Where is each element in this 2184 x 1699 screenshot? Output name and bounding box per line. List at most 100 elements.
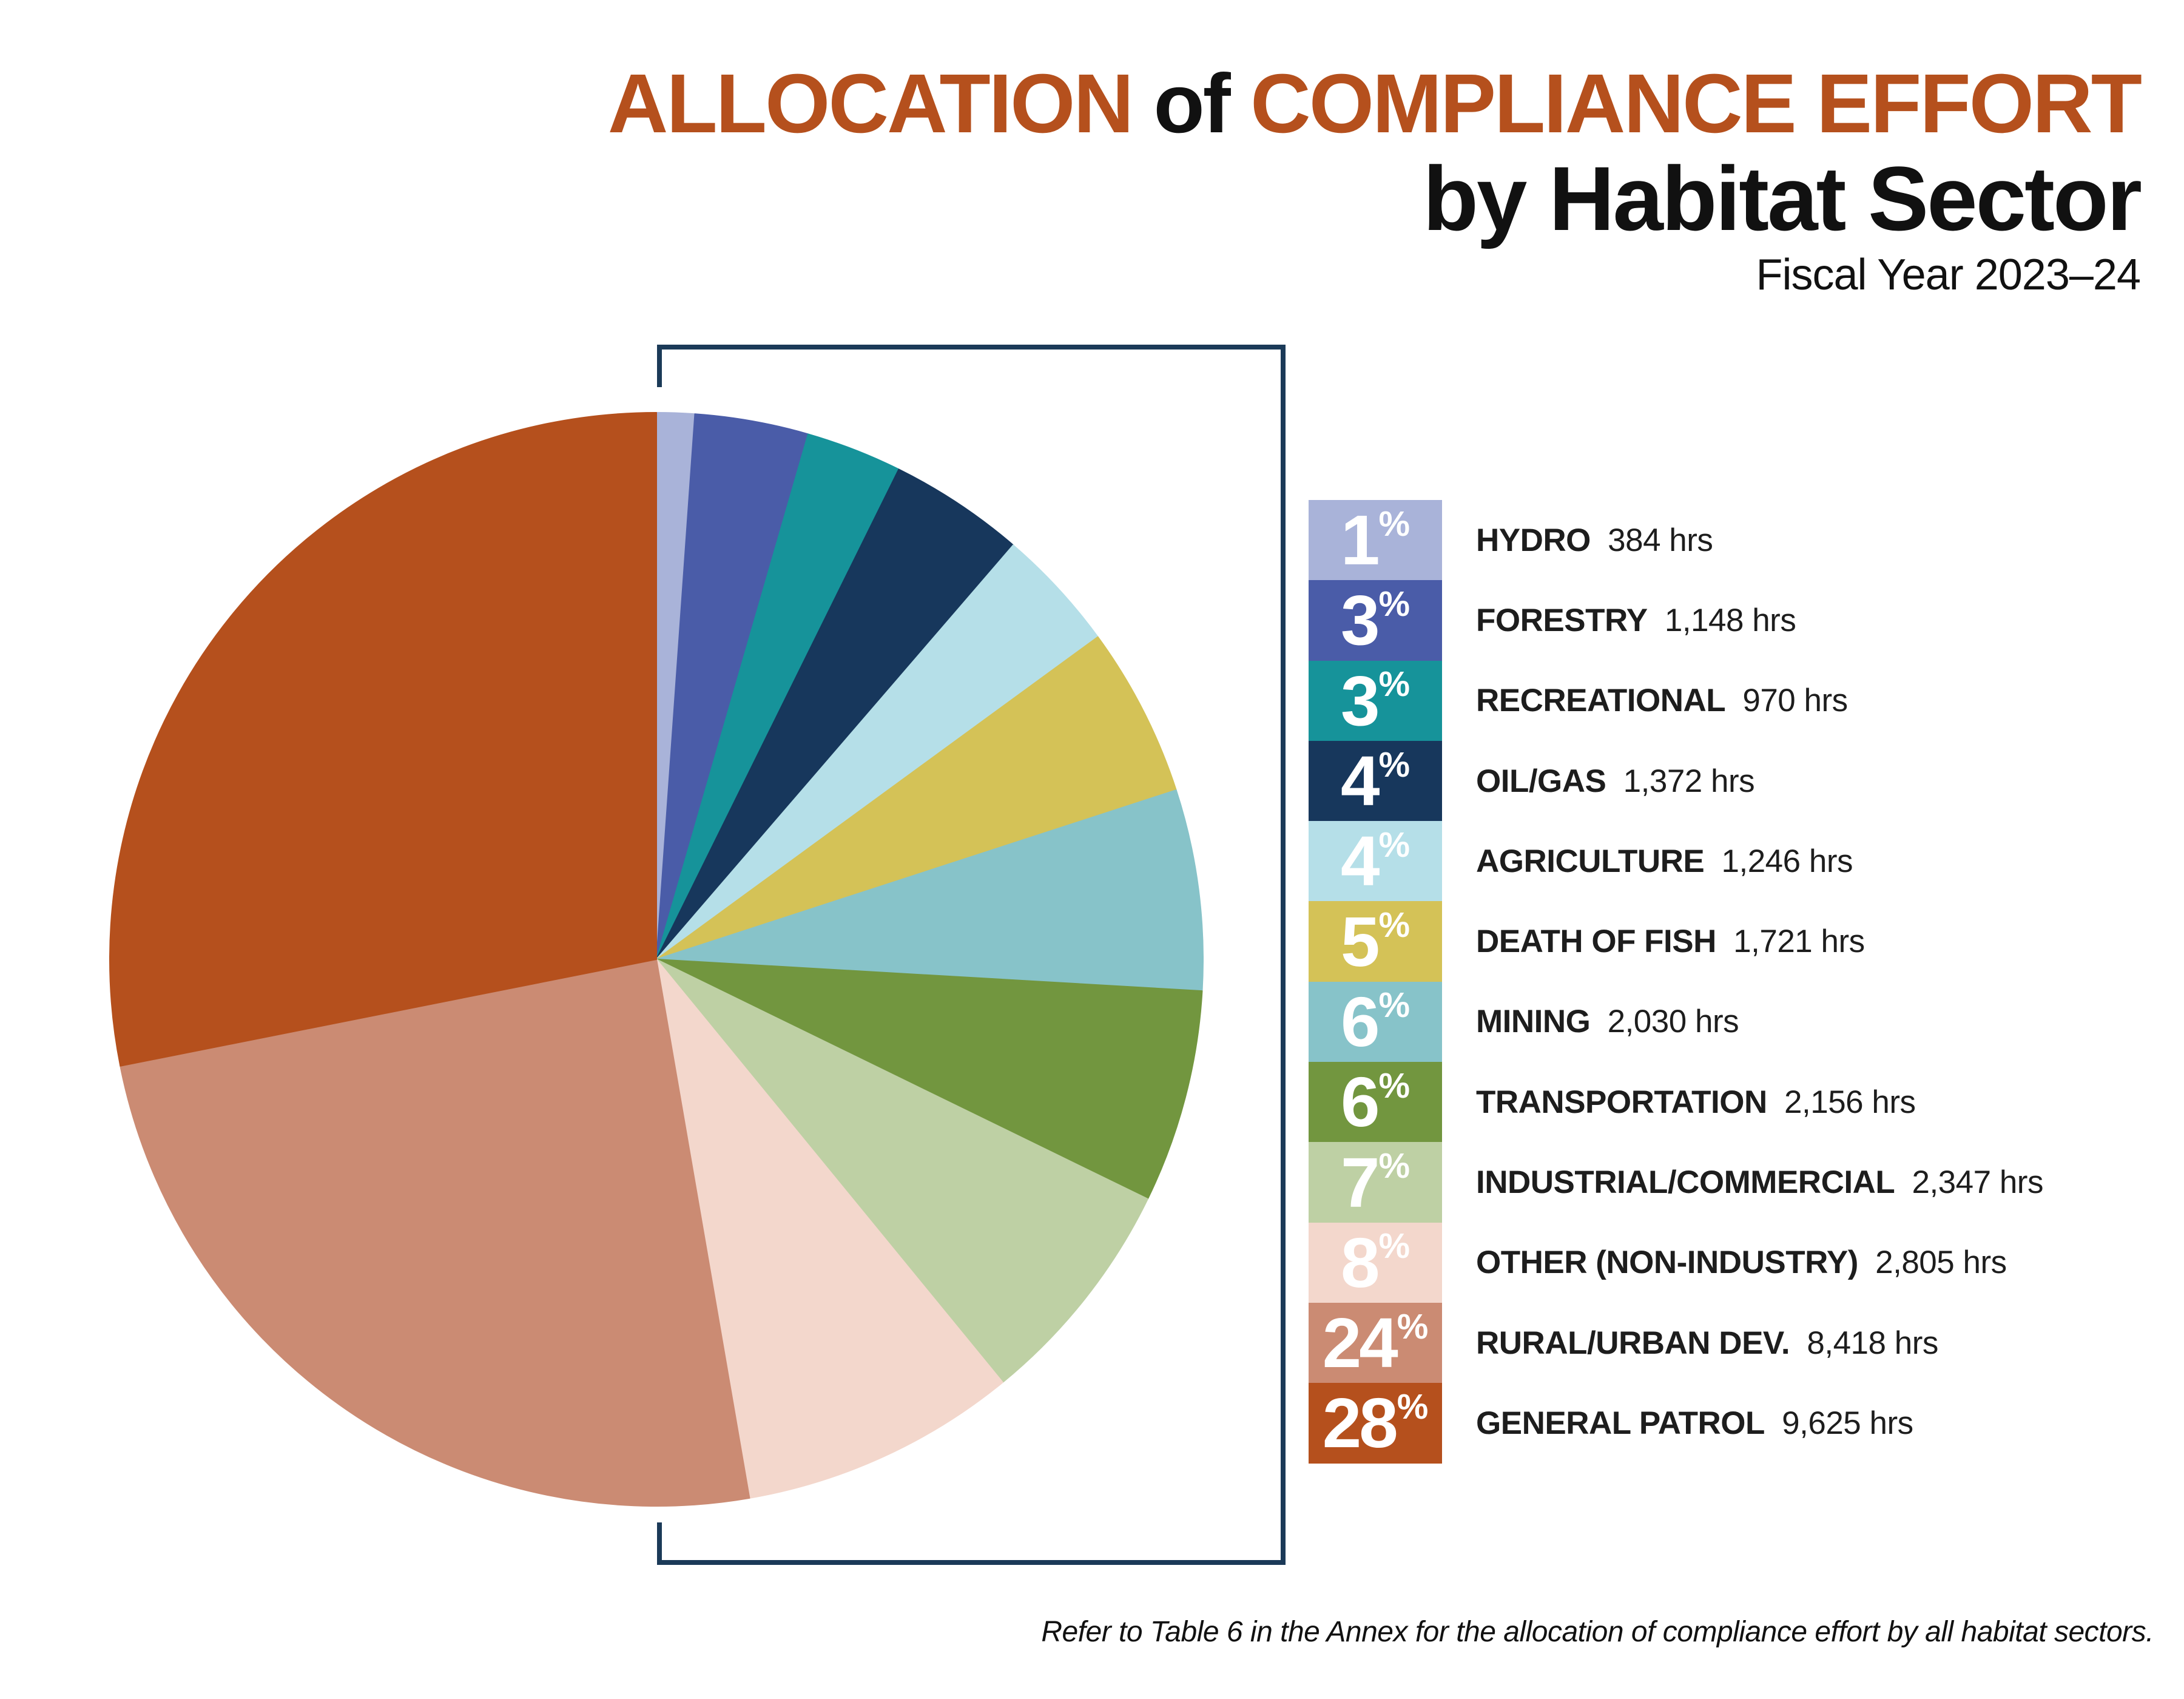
legend-sector-name: OIL/GAS xyxy=(1476,763,1606,799)
legend-sector-name: HYDRO xyxy=(1476,522,1591,558)
legend-percent-value: 6 xyxy=(1340,982,1380,1061)
legend-sector-name: DEATH OF FISH xyxy=(1476,924,1716,960)
legend-percent-sign: % xyxy=(1397,1387,1429,1427)
legend-percent-sign: % xyxy=(1378,905,1410,945)
legend-sector-name: AGRICULTURE xyxy=(1476,843,1705,879)
legend-swatch: 8 % xyxy=(1309,1222,1442,1303)
legend-swatch: 3 % xyxy=(1309,580,1442,661)
legend-hours-value: 2,347 hrs xyxy=(1912,1164,2043,1201)
legend-label: DEATH OF FISH 1,721 hrs xyxy=(1476,923,1865,960)
legend-label: RURAL/URBAN DEV. 8,418 hrs xyxy=(1476,1325,1938,1362)
legend-percent-value: 4 xyxy=(1340,822,1380,901)
legend-label: HYDRO 384 hrs xyxy=(1476,522,1713,559)
legend-label: AGRICULTURE 1,246 hrs xyxy=(1476,843,1853,880)
legend-label: TRANSPORTATION 2,156 hrs xyxy=(1476,1084,1916,1121)
pie-slice-oil-gas xyxy=(656,468,1014,960)
bracket-tick-top xyxy=(657,350,662,387)
legend-swatch: 6 % xyxy=(1309,981,1442,1062)
legend-item: 3 % FORESTRY 1,148 hrs xyxy=(1309,580,2043,661)
legend-percent-value: 8 xyxy=(1340,1223,1380,1302)
legend-swatch: 6 % xyxy=(1309,1062,1442,1143)
legend-label: INDUSTRIAL/COMMERCIAL 2,347 hrs xyxy=(1476,1164,2043,1201)
legend-percent-value: 3 xyxy=(1340,581,1380,660)
legend-sector-name: RECREATIONAL xyxy=(1476,683,1726,719)
legend-hours-value: 1,246 hrs xyxy=(1721,843,1853,879)
legend-percent-sign: % xyxy=(1378,1146,1410,1186)
legend-swatch: 1 % xyxy=(1309,500,1442,581)
legend-item: 28 % GENERAL PATROL 9,625 hrs xyxy=(1309,1383,2043,1464)
legend-hours-value: 970 hrs xyxy=(1742,683,1848,719)
legend-item: 1 % HYDRO 384 hrs xyxy=(1309,500,2043,581)
legend-swatch: 4 % xyxy=(1309,821,1442,902)
legend-sector-name: TRANSPORTATION xyxy=(1476,1084,1767,1120)
legend-item: 6 % MINING 2,030 hrs xyxy=(1309,981,2043,1062)
pie-chart xyxy=(109,412,1204,1507)
legend-item: 7 % INDUSTRIAL/COMMERCIAL 2,347 hrs xyxy=(1309,1142,2043,1223)
page-subtitle: by Habitat Sector xyxy=(1423,147,2142,249)
legend-percent-value: 7 xyxy=(1340,1143,1380,1222)
legend-hours-value: 1,372 hrs xyxy=(1623,763,1755,799)
legend-item: 6 % TRANSPORTATION 2,156 hrs xyxy=(1309,1062,2043,1143)
legend-label: GENERAL PATROL 9,625 hrs xyxy=(1476,1405,1913,1442)
legend-item: 5 % DEATH OF FISH 1,721 hrs xyxy=(1309,901,2043,982)
legend-hours-value: 1,721 hrs xyxy=(1733,924,1865,960)
title-block: ALLOCATION of COMPLIANCE EFFORT by Habit… xyxy=(607,57,2142,301)
bracket-tick-bottom xyxy=(657,1522,662,1560)
legend-sector-name: FORESTRY xyxy=(1476,602,1648,638)
legend-hours-value: 9,625 hrs xyxy=(1782,1405,1913,1441)
pie-slice-transportation xyxy=(656,959,1203,1200)
legend-percent-sign: % xyxy=(1397,1306,1429,1346)
legend-swatch: 4 % xyxy=(1309,740,1442,822)
legend-percent-sign: % xyxy=(1378,584,1410,624)
legend-item: 4 % AGRICULTURE 1,246 hrs xyxy=(1309,821,2043,902)
title-part-2: COMPLIANCE EFFORT xyxy=(1250,57,2142,150)
legend-swatch: 28 % xyxy=(1309,1383,1442,1464)
pie-slice-mining xyxy=(656,789,1204,992)
legend-sector-name: OTHER (NON-INDUSTRY) xyxy=(1476,1245,1858,1281)
legend-item: 24 % RURAL/URBAN DEV. 8,418 hrs xyxy=(1309,1302,2043,1383)
legend-percent-value: 28 xyxy=(1322,1383,1398,1463)
legend-percent-sign: % xyxy=(1378,825,1410,865)
legend-label: OIL/GAS 1,372 hrs xyxy=(1476,763,1755,800)
legend-label: MINING 2,030 hrs xyxy=(1476,1003,1739,1040)
legend-percent-value: 5 xyxy=(1340,902,1380,981)
legend: 1 % HYDRO 384 hrs 3 % FORESTRY 1,148 hrs… xyxy=(1309,500,2043,1464)
legend-label: OTHER (NON-INDUSTRY) 2,805 hrs xyxy=(1476,1244,2007,1281)
legend-hours-value: 2,030 hrs xyxy=(1607,1004,1739,1040)
legend-percent-sign: % xyxy=(1378,1066,1410,1106)
legend-hours-value: 1,148 hrs xyxy=(1664,602,1796,638)
page-title: ALLOCATION of COMPLIANCE EFFORT xyxy=(607,57,2142,150)
legend-percent-sign: % xyxy=(1378,985,1410,1025)
legend-swatch: 7 % xyxy=(1309,1142,1442,1223)
legend-item: 8 % OTHER (NON-INDUSTRY) 2,805 hrs xyxy=(1309,1222,2043,1303)
legend-hours-value: 384 hrs xyxy=(1608,522,1713,558)
pie-slice-other-non-industry xyxy=(656,959,1003,1499)
legend-percent-value: 3 xyxy=(1340,661,1380,740)
legend-swatch: 24 % xyxy=(1309,1302,1442,1383)
footer-note: Refer to Table 6 in the Annex for the al… xyxy=(1041,1616,2154,1648)
pie-slice-general-patrol xyxy=(109,412,657,1067)
legend-percent-value: 1 xyxy=(1340,501,1380,580)
callout-bracket xyxy=(657,345,1286,1565)
legend-label: RECREATIONAL 970 hrs xyxy=(1476,682,1848,719)
legend-percent-sign: % xyxy=(1378,1226,1410,1266)
legend-hours-value: 8,418 hrs xyxy=(1807,1325,1938,1361)
legend-sector-name: MINING xyxy=(1476,1004,1591,1040)
pie-slice-industrial-commercial xyxy=(656,959,1148,1383)
pie-slice-rural-urban-dev xyxy=(120,959,750,1507)
fiscal-year-label: Fiscal Year 2023–24 xyxy=(1756,251,2142,299)
legend-hours-value: 2,805 hrs xyxy=(1875,1245,2007,1281)
legend-item: 4 % OIL/GAS 1,372 hrs xyxy=(1309,740,2043,822)
legend-sector-name: INDUSTRIAL/COMMERCIAL xyxy=(1476,1164,1895,1201)
pie-slice-agriculture xyxy=(656,544,1099,960)
legend-sector-name: RURAL/URBAN DEV. xyxy=(1476,1325,1790,1361)
legend-item: 3 % RECREATIONAL 970 hrs xyxy=(1309,660,2043,741)
legend-percent-value: 24 xyxy=(1322,1303,1398,1383)
title-connector: of xyxy=(1153,57,1230,150)
legend-percent-sign: % xyxy=(1378,664,1410,704)
legend-swatch: 5 % xyxy=(1309,901,1442,982)
legend-percent-value: 6 xyxy=(1340,1062,1380,1142)
legend-sector-name: GENERAL PATROL xyxy=(1476,1405,1765,1441)
title-part-1: ALLOCATION xyxy=(607,57,1134,150)
legend-percent-sign: % xyxy=(1378,745,1410,785)
